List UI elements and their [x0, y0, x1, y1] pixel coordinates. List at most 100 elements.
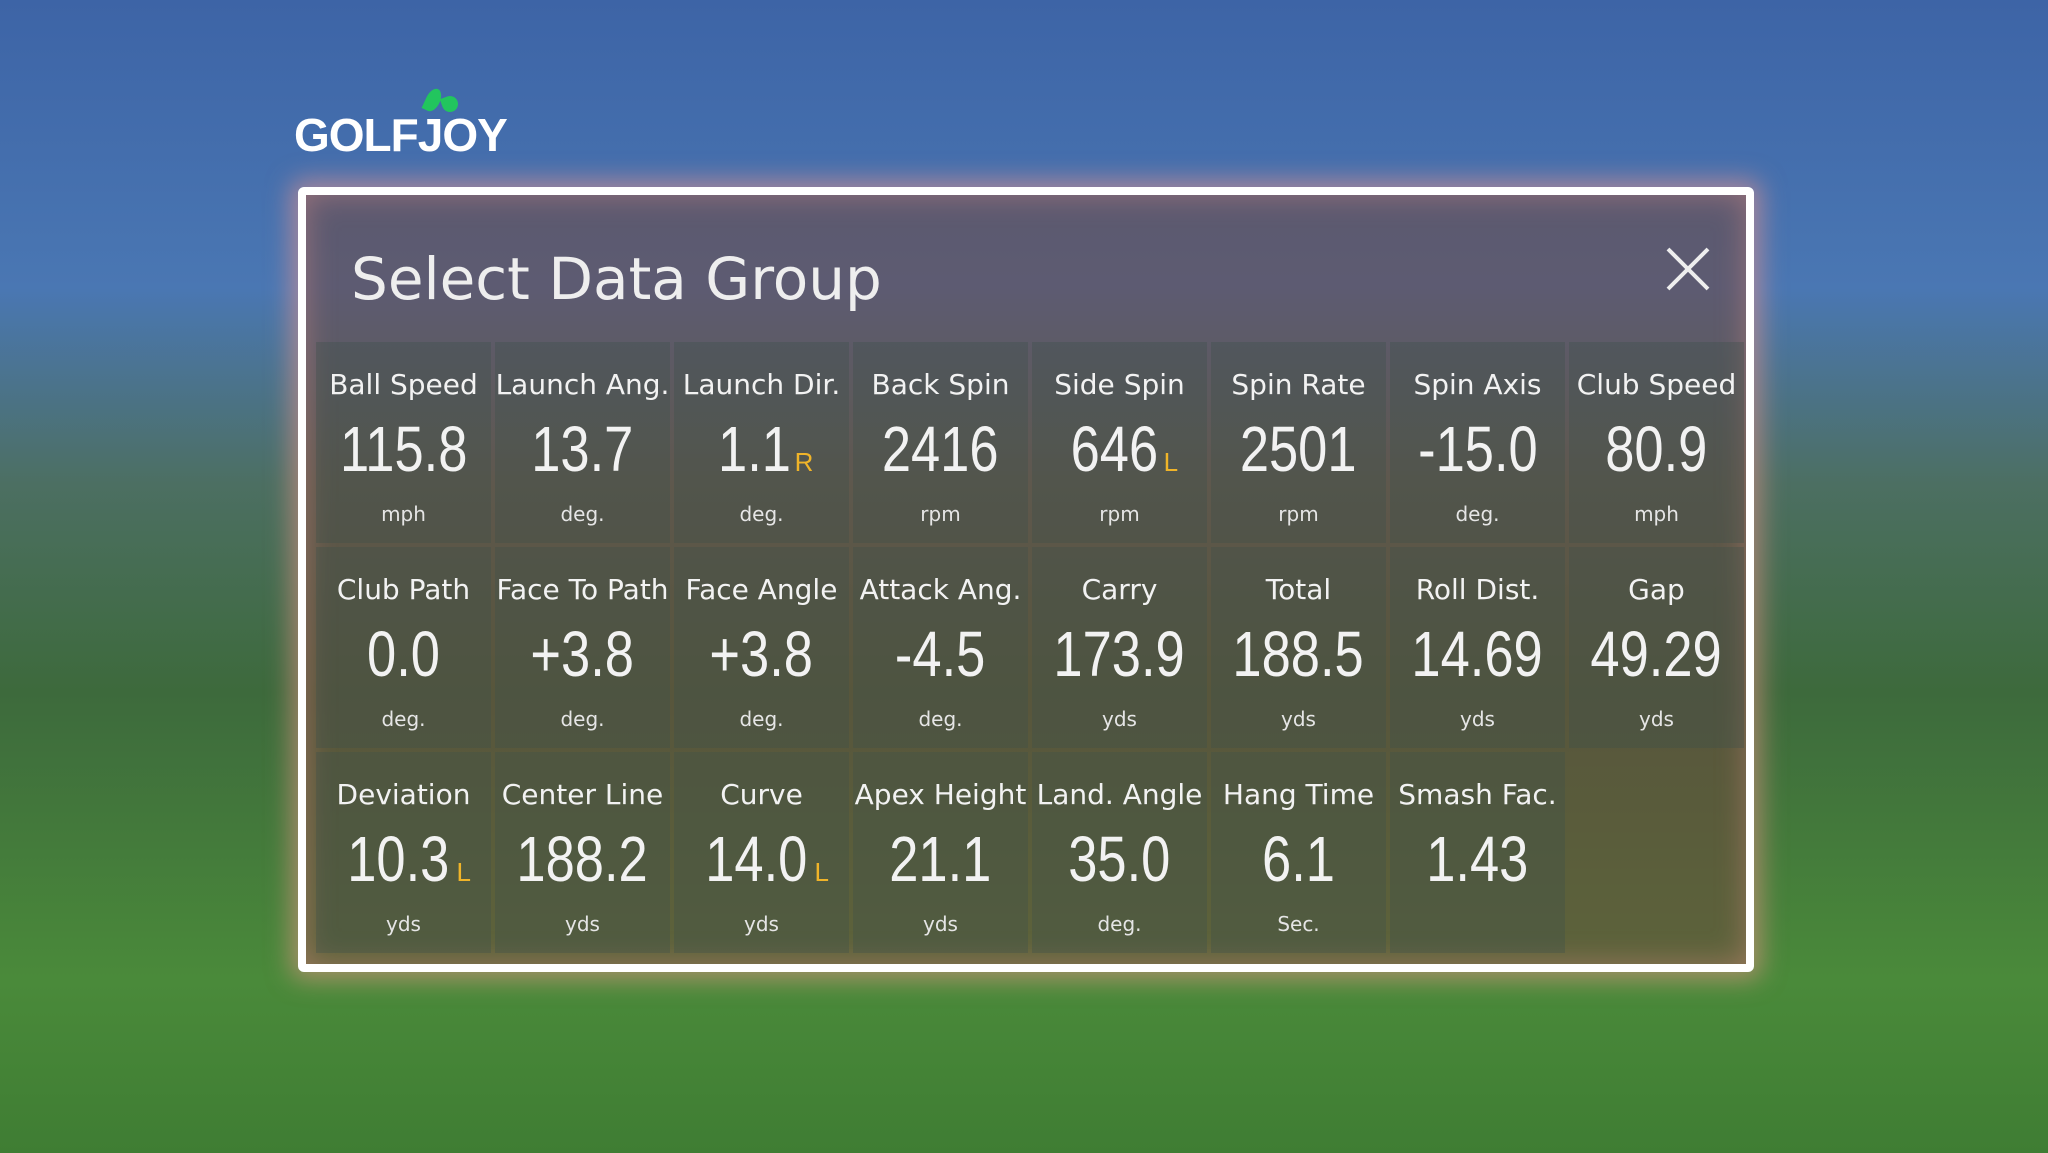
- direction-indicator: L: [456, 857, 472, 887]
- cell-label: Hang Time: [1222, 778, 1375, 811]
- cell-unit: yds: [1102, 707, 1137, 731]
- cell-unit: deg.: [739, 502, 784, 526]
- cell-value: 188.2: [495, 822, 670, 896]
- value-number: 14.69: [1411, 618, 1544, 690]
- cell-label: Smash Fac.: [1398, 778, 1557, 811]
- cell-unit: yds: [1460, 707, 1495, 731]
- cell-label: Club Path: [336, 573, 471, 606]
- data-cell[interactable]: Club Speed 80.9 mph: [1569, 342, 1744, 543]
- data-cell[interactable]: Carry 173.9 yds: [1032, 547, 1207, 748]
- cell-value: 2501: [1211, 412, 1386, 486]
- value-number: 21.1: [889, 823, 992, 895]
- value-number: 49.29: [1590, 618, 1723, 690]
- cell-unit: rpm: [920, 502, 961, 526]
- cell-value: -4.5: [853, 617, 1028, 691]
- value-number: 115.8: [339, 413, 468, 485]
- dialog: Select Data Group Ball Speed 115.8 mph Laun…: [298, 187, 1754, 972]
- cell-value: 35.0: [1032, 822, 1207, 896]
- cell-label: Club Speed: [1576, 368, 1737, 401]
- dialog-title: Select Data Group: [351, 245, 882, 313]
- cell-value: 10.3 L: [316, 822, 491, 896]
- value-number: 80.9: [1605, 413, 1708, 485]
- data-cell[interactable]: Face Angle +3.8 deg.: [674, 547, 849, 748]
- cell-label: Ball Speed: [329, 368, 478, 401]
- cell-value: 13.7: [495, 412, 670, 486]
- data-cell[interactable]: Hang Time 6.1 Sec.: [1211, 752, 1386, 953]
- direction-indicator: R: [794, 447, 814, 477]
- cell-unit: yds: [565, 912, 600, 936]
- cell-unit: deg.: [560, 502, 605, 526]
- cell-label: Spin Axis: [1413, 368, 1542, 401]
- cell-label: Apex Height: [854, 778, 1027, 811]
- value-number: 646: [1070, 413, 1159, 485]
- data-cell[interactable]: Back Spin 2416 rpm: [853, 342, 1028, 543]
- cell-value: +3.8: [674, 617, 849, 691]
- cell-label: Launch Dir.: [682, 368, 841, 401]
- value-number: 188.5: [1232, 618, 1365, 690]
- cell-value: 6.1: [1211, 822, 1386, 896]
- data-cell[interactable]: Land. Angle 35.0 deg.: [1032, 752, 1207, 953]
- direction-indicator: L: [1163, 447, 1179, 477]
- cell-label: Attack Ang.: [859, 573, 1022, 606]
- cell-label: Face Angle: [685, 573, 838, 606]
- value-number: -15.0: [1417, 413, 1538, 485]
- data-cell[interactable]: Launch Ang. 13.7 deg.: [495, 342, 670, 543]
- value-number: 188.2: [516, 823, 649, 895]
- value-number: 2416: [882, 413, 999, 485]
- logo: GOLFJOY: [294, 109, 508, 161]
- cell-value: 188.5: [1211, 617, 1386, 691]
- cell-value: 21.1: [853, 822, 1028, 896]
- data-cell[interactable]: Roll Dist. 14.69 yds: [1390, 547, 1565, 748]
- cell-unit: deg.: [1455, 502, 1500, 526]
- cell-unit: mph: [1634, 502, 1679, 526]
- value-number: +3.8: [709, 618, 814, 690]
- value-number: 14.0: [705, 823, 808, 895]
- cell-label: Carry: [1081, 573, 1158, 606]
- cell-unit: yds: [1281, 707, 1316, 731]
- data-cell[interactable]: Apex Height 21.1 yds: [853, 752, 1028, 953]
- cell-value: 49.29: [1569, 617, 1744, 691]
- data-cell[interactable]: Gap 49.29 yds: [1569, 547, 1744, 748]
- value-number: 6.1: [1262, 823, 1335, 895]
- cell-unit: yds: [386, 912, 421, 936]
- direction-indicator: L: [814, 857, 830, 887]
- cell-value: 2416: [853, 412, 1028, 486]
- value-number: 35.0: [1068, 823, 1171, 895]
- data-cell[interactable]: Total 188.5 yds: [1211, 547, 1386, 748]
- cell-value: 80.9: [1569, 412, 1744, 486]
- value-number: 1.43: [1426, 823, 1529, 895]
- cell-value: 1.1 R: [674, 412, 849, 486]
- cell-unit: yds: [1639, 707, 1674, 731]
- value-number: 1.1: [717, 413, 791, 485]
- cell-unit: Sec.: [1277, 912, 1320, 936]
- data-cell[interactable]: Attack Ang. -4.5 deg.: [853, 547, 1028, 748]
- data-cell[interactable]: Center Line 188.2 yds: [495, 752, 670, 953]
- data-cell[interactable]: Ball Speed 115.8 mph: [316, 342, 491, 543]
- value-number: 0.0: [367, 618, 440, 690]
- cell-value: 1.43: [1390, 822, 1565, 896]
- data-cell[interactable]: Smash Fac. 1.43: [1390, 752, 1565, 953]
- data-cell[interactable]: Club Path 0.0 deg.: [316, 547, 491, 748]
- cell-value: 646 L: [1032, 412, 1207, 486]
- data-cell[interactable]: Spin Rate 2501 rpm: [1211, 342, 1386, 543]
- close-button[interactable]: [1664, 245, 1712, 293]
- cell-unit: deg.: [381, 707, 426, 731]
- data-cell[interactable]: Spin Axis -15.0 deg.: [1390, 342, 1565, 543]
- value-number: 10.3: [347, 823, 450, 895]
- value-number: -4.5: [895, 618, 986, 690]
- cell-value: 173.9: [1032, 617, 1207, 691]
- cell-label: Curve: [720, 778, 803, 811]
- cell-unit: deg.: [918, 707, 963, 731]
- value-number: 173.9: [1053, 618, 1186, 690]
- cell-label: Roll Dist.: [1415, 573, 1540, 606]
- cell-label: Spin Rate: [1231, 368, 1366, 401]
- data-grid: Ball Speed 115.8 mph Launch Ang. 13.7 deg. Lau…: [316, 342, 1744, 957]
- data-cell[interactable]: Face To Path +3.8 deg.: [495, 547, 670, 748]
- cell-value: +3.8: [495, 617, 670, 691]
- cell-label: Center Line: [501, 778, 664, 811]
